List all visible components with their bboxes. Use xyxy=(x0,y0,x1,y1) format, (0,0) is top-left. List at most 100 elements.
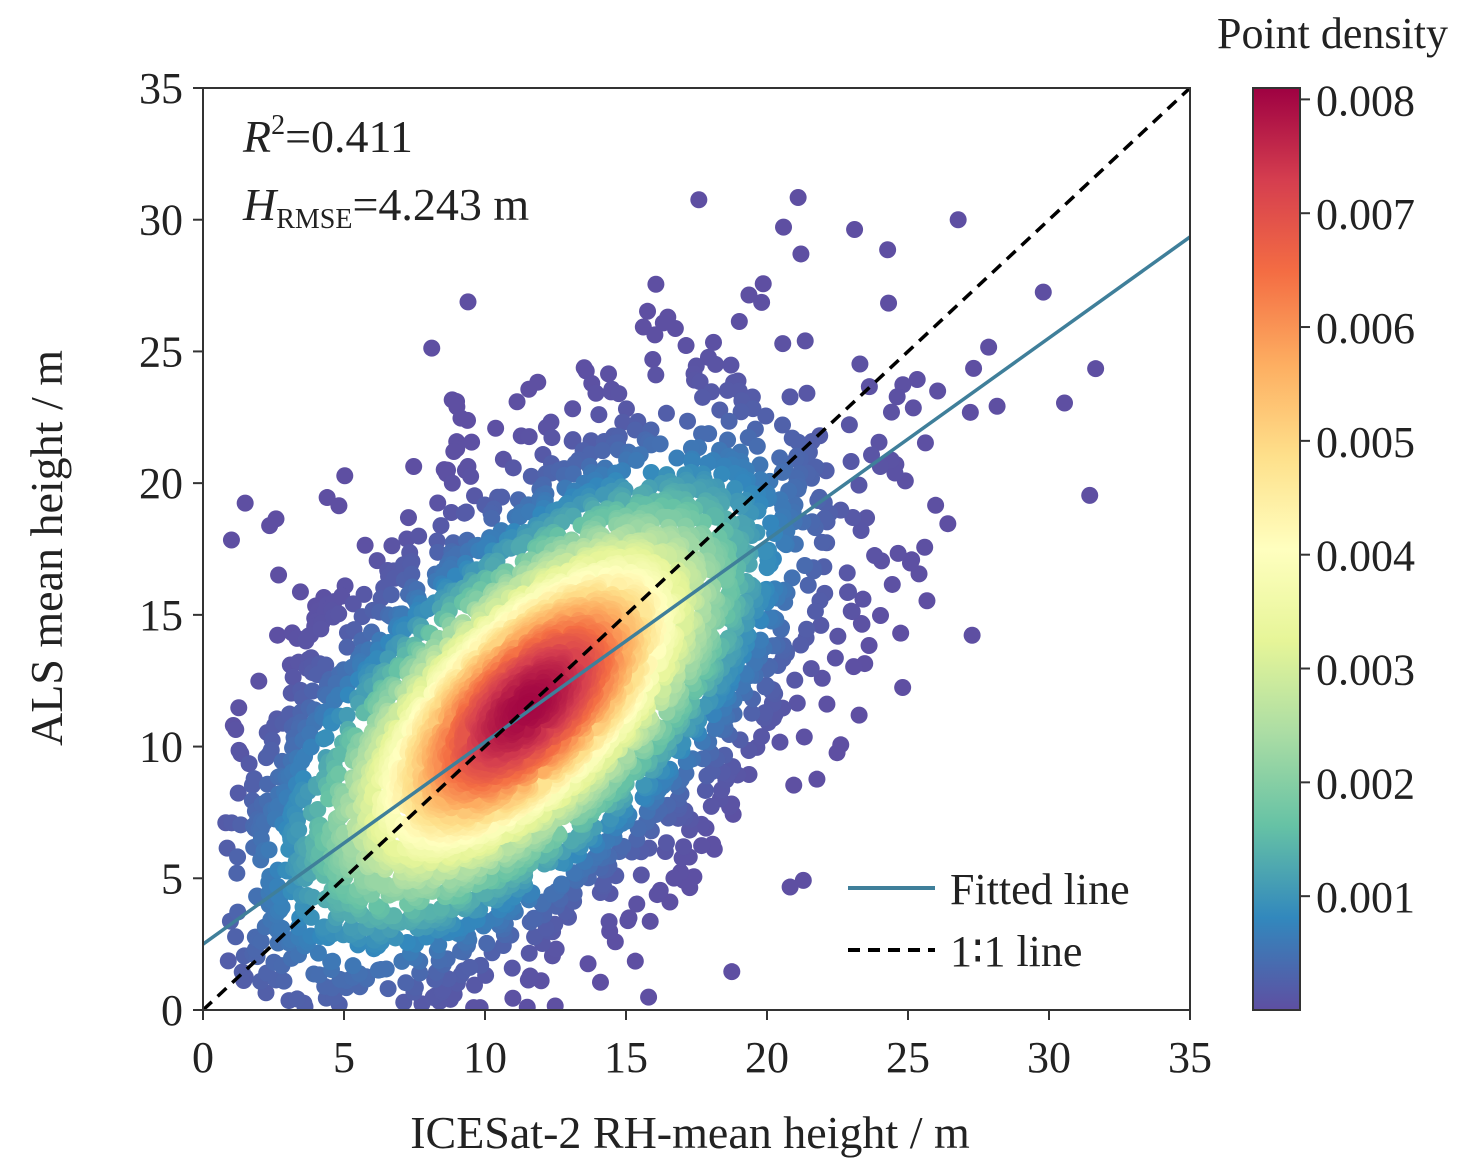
scatter-point xyxy=(250,672,268,690)
x-tick-label: 25 xyxy=(886,1033,930,1082)
scatter-point xyxy=(399,509,417,527)
scatter-point xyxy=(632,866,650,884)
y-tick-label: 10 xyxy=(139,723,183,772)
scatter-point xyxy=(288,990,306,1008)
scatter-point xyxy=(1087,360,1105,378)
scatter-point xyxy=(385,907,403,925)
scatter-point xyxy=(980,338,998,356)
scatter-point xyxy=(677,337,695,355)
scatter-point xyxy=(796,332,814,350)
scatter-point xyxy=(894,679,912,697)
scatter-point xyxy=(261,517,279,535)
scatter-point xyxy=(227,928,245,946)
scatter-point xyxy=(756,704,774,722)
scatter-point xyxy=(774,335,792,353)
scatter-point xyxy=(442,504,460,522)
scatter-point xyxy=(639,302,657,320)
scatter-point xyxy=(965,359,983,377)
scatter-point xyxy=(382,586,400,604)
scatter-point xyxy=(227,720,245,738)
scatter-point xyxy=(798,620,816,638)
scatter-point xyxy=(478,934,496,952)
scatter-point xyxy=(829,627,847,645)
scatter-point xyxy=(886,464,904,482)
scatter-point xyxy=(1055,394,1073,412)
scatter-point xyxy=(635,776,653,794)
scatter-point xyxy=(757,407,775,425)
scatter-point xyxy=(679,412,697,430)
scatter-point xyxy=(939,515,957,533)
scatter-point xyxy=(882,403,900,421)
scatter-point xyxy=(284,668,302,686)
scatter-point xyxy=(860,637,878,655)
scatter-point xyxy=(852,521,870,539)
scatter-point xyxy=(610,385,628,403)
scatter-point xyxy=(546,997,564,1010)
scatter-point xyxy=(751,456,769,474)
scatter-point xyxy=(338,638,356,656)
scatter-point xyxy=(771,733,789,751)
colorbar-tick-label: 0.006 xyxy=(1316,304,1415,353)
scatter-point xyxy=(483,509,501,527)
scatter-point xyxy=(565,884,583,902)
scatter-point xyxy=(372,961,390,979)
scatter-point xyxy=(369,873,387,891)
scatter-point xyxy=(379,980,397,998)
scatter-point xyxy=(465,976,483,994)
scatter-point xyxy=(696,781,714,799)
scatter-point xyxy=(236,494,254,512)
scatter-point xyxy=(579,955,597,973)
scatter-point xyxy=(465,999,483,1010)
scatter-point xyxy=(297,632,315,650)
scatter-point xyxy=(626,952,644,970)
scatter-point xyxy=(1081,486,1099,504)
scatter-point xyxy=(330,605,348,623)
scatter-point xyxy=(430,936,448,954)
scatter-point xyxy=(510,538,528,556)
scatter-point xyxy=(423,339,441,357)
scatter-point xyxy=(614,413,632,431)
scatter-point xyxy=(269,626,287,644)
scatter-point xyxy=(229,848,247,866)
scatter-point xyxy=(240,755,258,773)
x-tick-label: 20 xyxy=(745,1033,789,1082)
scatter-point xyxy=(781,388,799,406)
scatter-point xyxy=(740,286,758,304)
scatter-point xyxy=(290,821,308,839)
scatter-point xyxy=(594,875,612,893)
scatter-point xyxy=(789,188,807,206)
scatter-point xyxy=(330,765,348,783)
colorbar-tick-label: 0.005 xyxy=(1316,418,1415,467)
scatter-point xyxy=(411,964,429,982)
y-tick-label: 30 xyxy=(139,196,183,245)
scatter-point xyxy=(743,704,761,722)
scatter-point xyxy=(808,770,826,788)
scatter-point xyxy=(726,479,744,497)
scatter-point xyxy=(443,474,461,492)
scatter-point xyxy=(504,989,522,1007)
scatter-point xyxy=(762,514,780,532)
scatter-point xyxy=(620,909,638,927)
scatter-point xyxy=(647,275,665,293)
scatter-point xyxy=(651,435,669,453)
scatter-point xyxy=(850,706,868,724)
scatter-point xyxy=(403,565,421,583)
scatter-point xyxy=(273,919,291,937)
scatter-point xyxy=(694,388,712,406)
scatter-point xyxy=(854,590,872,608)
scatter-point xyxy=(872,607,890,625)
scatter-point xyxy=(641,912,659,930)
scatter-point xyxy=(870,433,888,451)
scatter-point xyxy=(802,660,820,678)
scatter-point xyxy=(691,373,709,391)
scatter-point xyxy=(600,913,618,931)
scatter-point xyxy=(230,699,248,717)
scatter-point xyxy=(591,973,609,991)
scatter-point xyxy=(665,869,683,887)
scatter-point xyxy=(657,404,675,422)
scatter-point xyxy=(786,671,804,689)
legend-1to1-line-label: 1∶1 line xyxy=(950,927,1082,976)
colorbar-tick-label: 0.001 xyxy=(1316,873,1415,922)
y-tick-label: 25 xyxy=(139,327,183,376)
